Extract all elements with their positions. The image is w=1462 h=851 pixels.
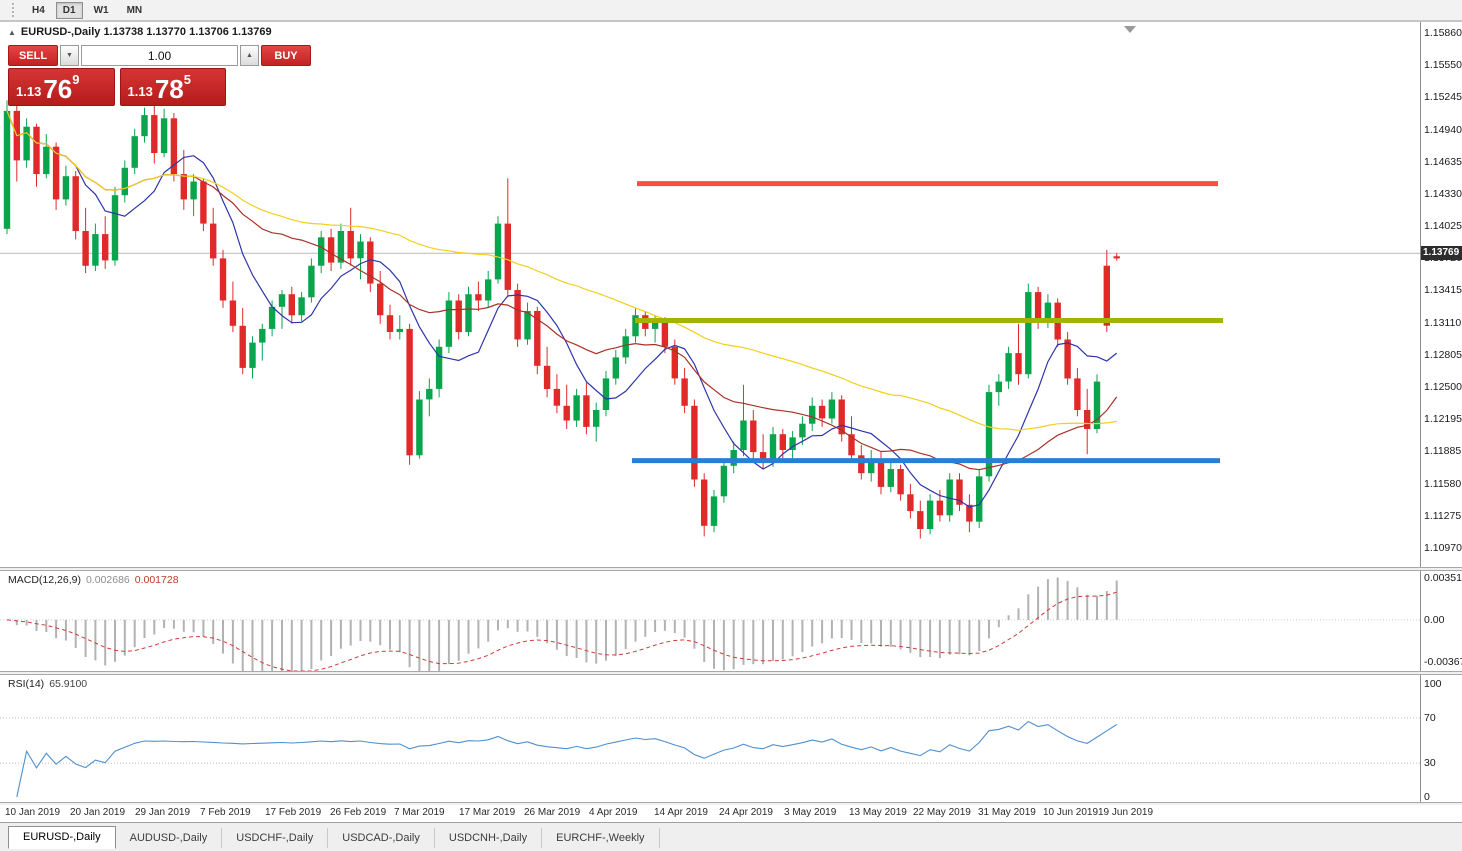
buy-price-box[interactable]: 1.13 78 5 (119, 68, 226, 106)
date-label: 4 Apr 2019 (589, 807, 638, 818)
volume-input[interactable] (81, 45, 238, 66)
sell-price-prefix: 1.13 (16, 84, 42, 99)
rsi-canvas[interactable] (0, 675, 1420, 802)
tab-eurchf-weekly[interactable]: EURCHF-,Weekly (542, 828, 660, 848)
rsi-axis-label: 70 (1424, 712, 1436, 724)
buy-price-sup: 5 (183, 72, 191, 87)
chart-tab-bar: EURUSD-,Daily AUDUSD-,Daily USDCHF-,Dail… (0, 822, 1462, 851)
rsi-label: RSI(14) 65.9100 (8, 678, 87, 690)
date-label: 26 Mar 2019 (524, 807, 581, 818)
sell-price-box[interactable]: 1.13 76 9 (8, 68, 115, 106)
price-chart-canvas[interactable] (0, 22, 1420, 567)
price-axis-label: 1.14025 (1424, 220, 1462, 232)
price-axis-label: 1.11275 (1424, 510, 1462, 522)
one-click-collapse-icon[interactable]: ▲ (8, 27, 16, 37)
panel-separator[interactable] (0, 567, 1462, 571)
buy-price-prefix: 1.13 (127, 84, 153, 99)
date-axis[interactable]: 10 Jan 2019 20 Jan 2019 29 Jan 2019 7 Fe… (0, 805, 1462, 822)
timeframe-mn-button[interactable]: MN (120, 2, 150, 19)
price-axis-label: 1.13110 (1424, 317, 1462, 329)
date-label: 24 Apr 2019 (719, 807, 773, 818)
date-label: 10 Jan 2019 (5, 807, 61, 818)
price-axis-label: 1.13415 (1424, 284, 1462, 296)
rsi-value: 65.9100 (49, 678, 88, 690)
price-axis-label: 1.15550 (1424, 59, 1462, 71)
date-label: 17 Feb 2019 (265, 807, 322, 818)
date-label: 3 May 2019 (784, 807, 837, 818)
sell-button[interactable]: SELL (8, 45, 58, 66)
panel-separator[interactable] (0, 671, 1462, 675)
volume-increase-button[interactable]: ▲ (240, 45, 259, 66)
chart-title: ▲ EURUSD-,Daily 1.13738 1.13770 1.13706 … (8, 26, 272, 38)
date-label: 22 May 2019 (913, 807, 971, 818)
price-axis-label: 1.15245 (1424, 91, 1462, 103)
timeframe-w1-button[interactable]: W1 (87, 2, 116, 19)
date-label: 17 Mar 2019 (459, 807, 516, 818)
timeframe-d1-button[interactable]: D1 (55, 1, 83, 19)
buy-button[interactable]: BUY (261, 45, 311, 66)
price-axis-label: 1.14940 (1424, 124, 1462, 136)
timeframe-h4-button[interactable]: H4 (25, 2, 52, 19)
sell-price-big: 76 (43, 74, 73, 104)
buy-price-big: 78 (154, 74, 184, 104)
macd-signal-value: 0.001728 (134, 574, 179, 586)
chart-title-text: EURUSD-,Daily 1.13738 1.13770 1.13706 1.… (20, 26, 272, 38)
price-axis[interactable]: 1.15860 1.15550 1.15245 1.14940 1.14635 … (1420, 22, 1462, 803)
date-label: 29 Jan 2019 (135, 807, 191, 818)
date-label: 31 May 2019 (978, 807, 1036, 818)
macd-canvas[interactable] (0, 571, 1420, 671)
price-axis-label: 1.14635 (1424, 156, 1462, 168)
sell-price-sup: 9 (72, 72, 80, 87)
price-axis-label: 1.12500 (1424, 381, 1462, 393)
date-label: 19 Jun 2019 (1098, 807, 1154, 818)
date-label: 13 May 2019 (849, 807, 907, 818)
price-axis-label: 1.12805 (1424, 349, 1462, 361)
date-label: 10 Jun 2019 (1043, 807, 1099, 818)
one-click-trading-panel: SELL ▼ ▲ BUY 1.13 76 9 1.13 78 5 (8, 45, 311, 106)
date-label: 26 Feb 2019 (330, 807, 387, 818)
macd-main-value: 0.002686 (85, 574, 130, 586)
tab-eurusd-daily[interactable]: EURUSD-,Daily (8, 826, 116, 849)
tab-usdcad-daily[interactable]: USDCAD-,Daily (328, 828, 435, 848)
tab-usdchf-daily[interactable]: USDCHF-,Daily (222, 828, 329, 848)
macd-axis-label: -0.00367 (1424, 656, 1462, 668)
price-axis-label: 1.10970 (1424, 542, 1462, 554)
date-label: 7 Mar 2019 (394, 807, 445, 818)
rsi-axis-label: 0 (1424, 791, 1430, 803)
date-label: 7 Feb 2019 (200, 807, 251, 818)
rsi-axis-label: 100 (1424, 678, 1442, 690)
macd-label: MACD(12,26,9) 0.002686 0.001728 (8, 574, 179, 586)
current-price-badge: 1.13769 (1421, 246, 1462, 260)
rsi-name: RSI(14) (8, 678, 45, 690)
macd-axis-label: 0.003518 (1424, 572, 1462, 584)
timeframe-toolbar: H4 D1 W1 MN (0, 0, 1462, 21)
date-label: 20 Jan 2019 (70, 807, 126, 818)
rsi-axis-label: 30 (1424, 757, 1436, 769)
toolbar-divider (0, 21, 1462, 22)
macd-name: MACD(12,26,9) (8, 574, 81, 586)
price-axis-label: 1.15860 (1424, 27, 1462, 39)
price-axis-label: 1.11885 (1424, 445, 1462, 457)
price-axis-label: 1.11580 (1424, 478, 1462, 490)
macd-axis-label: 0.00 (1424, 614, 1445, 626)
tab-audusd-daily[interactable]: AUDUSD-,Daily (116, 828, 223, 848)
tab-usdcnh-daily[interactable]: USDCNH-,Daily (435, 828, 543, 848)
toolbar-grip[interactable] (12, 3, 17, 17)
volume-decrease-button[interactable]: ▼ (60, 45, 79, 66)
price-axis-label: 1.14330 (1424, 188, 1462, 200)
price-axis-label: 1.12195 (1424, 413, 1462, 425)
date-label: 14 Apr 2019 (654, 807, 708, 818)
